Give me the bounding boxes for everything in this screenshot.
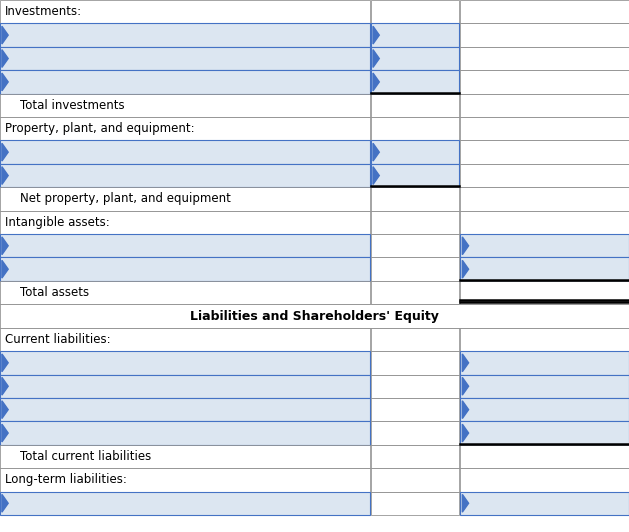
Polygon shape bbox=[2, 377, 8, 395]
Polygon shape bbox=[373, 143, 379, 161]
Polygon shape bbox=[2, 260, 8, 278]
Bar bbox=[371, 281, 459, 304]
Polygon shape bbox=[373, 49, 379, 68]
Bar bbox=[460, 375, 629, 398]
Bar bbox=[460, 47, 629, 70]
Bar bbox=[460, 23, 629, 47]
Text: Investments:: Investments: bbox=[5, 5, 82, 18]
Bar bbox=[371, 0, 459, 23]
Bar bbox=[371, 140, 459, 164]
Bar bbox=[460, 468, 629, 492]
Bar bbox=[371, 351, 459, 375]
Bar bbox=[0, 468, 370, 492]
Polygon shape bbox=[462, 354, 469, 372]
Bar bbox=[371, 23, 459, 47]
Polygon shape bbox=[2, 354, 8, 372]
Bar bbox=[0, 70, 370, 94]
Bar bbox=[371, 445, 459, 468]
Bar bbox=[0, 304, 629, 328]
Bar bbox=[460, 0, 629, 23]
Bar bbox=[371, 492, 459, 515]
Bar bbox=[371, 70, 459, 94]
Text: Net property, plant, and equipment: Net property, plant, and equipment bbox=[5, 193, 231, 205]
Bar bbox=[0, 257, 370, 281]
Polygon shape bbox=[2, 26, 8, 44]
Bar bbox=[0, 281, 370, 304]
Polygon shape bbox=[462, 494, 469, 512]
Polygon shape bbox=[462, 237, 469, 255]
Bar bbox=[460, 187, 629, 211]
Bar bbox=[460, 281, 629, 304]
Bar bbox=[0, 164, 370, 187]
Bar bbox=[460, 398, 629, 421]
Bar bbox=[0, 23, 370, 47]
Bar bbox=[460, 117, 629, 140]
Text: Total investments: Total investments bbox=[5, 99, 125, 112]
Polygon shape bbox=[2, 401, 8, 419]
Polygon shape bbox=[2, 73, 8, 91]
Bar bbox=[460, 351, 629, 375]
Bar bbox=[371, 257, 459, 281]
Bar bbox=[460, 445, 629, 468]
Polygon shape bbox=[373, 73, 379, 91]
Polygon shape bbox=[373, 167, 379, 185]
Bar bbox=[0, 328, 370, 351]
Bar bbox=[460, 492, 629, 515]
Bar bbox=[371, 94, 459, 117]
Bar bbox=[371, 234, 459, 257]
Polygon shape bbox=[2, 143, 8, 161]
Bar bbox=[0, 117, 370, 140]
Bar bbox=[460, 140, 629, 164]
Bar bbox=[371, 164, 459, 187]
Polygon shape bbox=[462, 401, 469, 419]
Bar bbox=[460, 70, 629, 94]
Polygon shape bbox=[373, 26, 379, 44]
Bar bbox=[0, 492, 370, 515]
Text: Property, plant, and equipment:: Property, plant, and equipment: bbox=[5, 122, 194, 135]
Polygon shape bbox=[2, 49, 8, 68]
Bar bbox=[460, 211, 629, 234]
Bar bbox=[371, 328, 459, 351]
Bar bbox=[0, 0, 370, 23]
Bar bbox=[0, 445, 370, 468]
Bar bbox=[0, 140, 370, 164]
Bar bbox=[371, 47, 459, 70]
Bar bbox=[0, 234, 370, 257]
Bar bbox=[371, 375, 459, 398]
Bar bbox=[460, 328, 629, 351]
Text: Intangible assets:: Intangible assets: bbox=[5, 216, 110, 229]
Bar bbox=[371, 187, 459, 211]
Bar bbox=[0, 351, 370, 375]
Text: Total assets: Total assets bbox=[5, 286, 89, 299]
Bar bbox=[460, 421, 629, 445]
Bar bbox=[0, 94, 370, 117]
Bar bbox=[0, 47, 370, 70]
Bar bbox=[460, 257, 629, 281]
Bar bbox=[0, 187, 370, 211]
Bar bbox=[371, 421, 459, 445]
Polygon shape bbox=[2, 424, 8, 442]
Bar bbox=[371, 211, 459, 234]
Bar bbox=[460, 94, 629, 117]
Polygon shape bbox=[462, 377, 469, 395]
Bar bbox=[0, 398, 370, 421]
Text: Liabilities and Shareholders' Equity: Liabilities and Shareholders' Equity bbox=[190, 310, 439, 322]
Text: Current liabilities:: Current liabilities: bbox=[5, 333, 111, 346]
Polygon shape bbox=[2, 494, 8, 512]
Polygon shape bbox=[462, 260, 469, 278]
Text: Long-term liabilities:: Long-term liabilities: bbox=[5, 473, 127, 486]
Bar bbox=[460, 234, 629, 257]
Bar bbox=[371, 117, 459, 140]
Text: Total current liabilities: Total current liabilities bbox=[5, 450, 152, 463]
Bar bbox=[0, 375, 370, 398]
Bar bbox=[0, 211, 370, 234]
Bar bbox=[460, 164, 629, 187]
Bar bbox=[371, 398, 459, 421]
Bar bbox=[371, 468, 459, 492]
Polygon shape bbox=[2, 167, 8, 185]
Bar bbox=[0, 421, 370, 445]
Polygon shape bbox=[2, 237, 8, 255]
Polygon shape bbox=[462, 424, 469, 442]
